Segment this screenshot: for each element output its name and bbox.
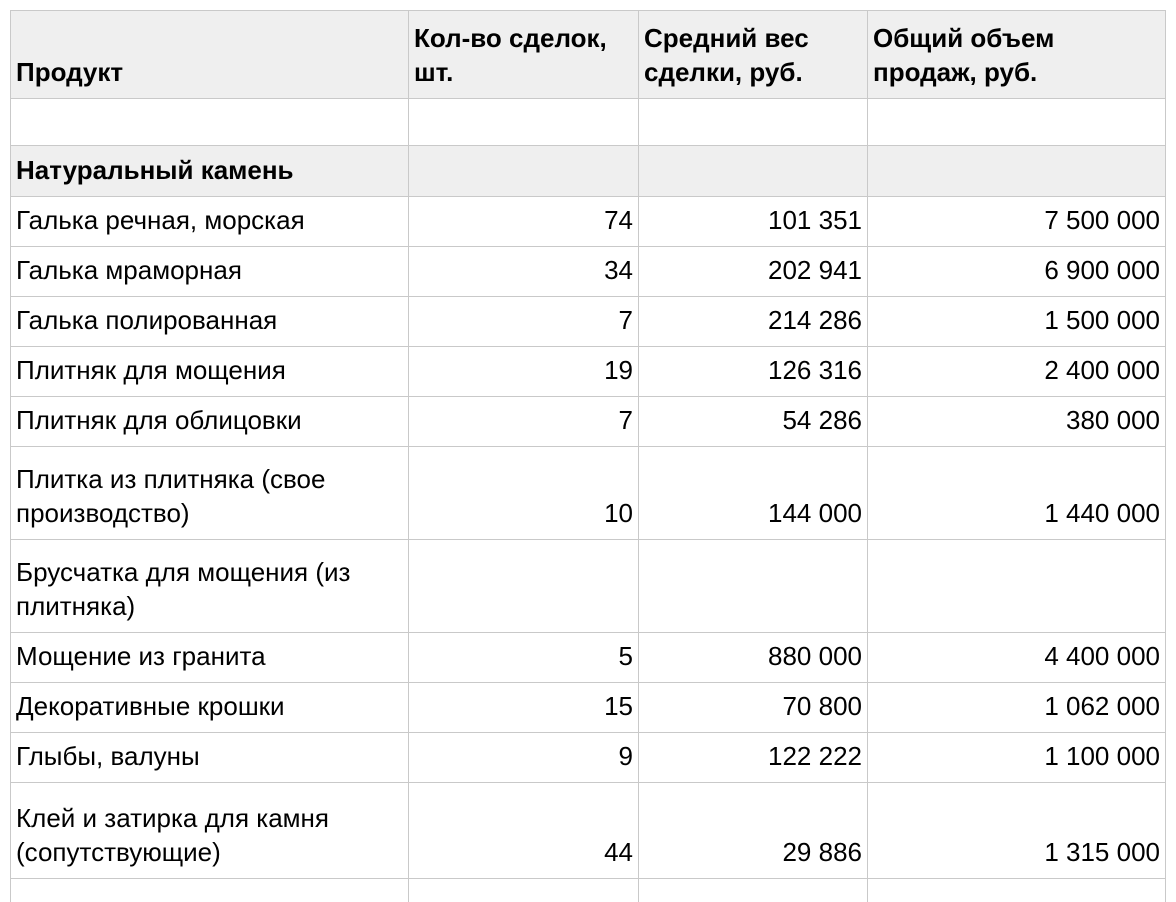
cell-deals[interactable]: 44: [408, 782, 639, 879]
cell-avg[interactable]: 54 286: [638, 396, 868, 447]
table-row: Брусчатка для мощения (из плитняка): [10, 539, 1166, 633]
table-row: Галька речная, морская 74 101 351 7 500 000: [10, 196, 1166, 247]
cell-avg[interactable]: 880 000: [638, 632, 868, 683]
column-header-avg-deal[interactable]: Средний вес сделки, руб.: [638, 10, 868, 99]
table-row: Глыбы, валуны 9 122 222 1 100 000: [10, 732, 1166, 783]
cell-product[interactable]: Брусчатка для мощения (из плитняка): [10, 539, 409, 633]
cell-avg[interactable]: 101 351: [638, 196, 868, 247]
cell-avg[interactable]: 126 316: [638, 346, 868, 397]
cell-total[interactable]: 1 440 000: [867, 446, 1166, 540]
cell-product[interactable]: [10, 98, 409, 146]
table-row: Декоративные крошки 15 70 800 1 062 000: [10, 682, 1166, 733]
table-row: Плитняк для мощения 19 126 316 2 400 000: [10, 346, 1166, 397]
column-header-total-sales[interactable]: Общий объем продаж, руб.: [867, 10, 1166, 99]
cell-total[interactable]: 1 062 000: [867, 682, 1166, 733]
cell-total[interactable]: 1 100 000: [867, 732, 1166, 783]
cell-deals[interactable]: 15: [408, 682, 639, 733]
cell-deals[interactable]: [408, 98, 639, 146]
cell-product[interactable]: Плитка из плитняка (свое производство): [10, 446, 409, 540]
cell-avg[interactable]: [638, 878, 868, 902]
cell-total[interactable]: [867, 878, 1166, 902]
cell-product[interactable]: Декоративные крошки: [10, 682, 409, 733]
cell-avg[interactable]: 214 286: [638, 296, 868, 347]
cell-total[interactable]: [867, 145, 1166, 197]
cell-product[interactable]: Натуральный камень: [10, 145, 409, 197]
cell-deals[interactable]: 9: [408, 732, 639, 783]
table-row: [10, 98, 1166, 146]
cell-deals[interactable]: 19: [408, 346, 639, 397]
cell-total[interactable]: 6 900 000: [867, 246, 1166, 297]
cell-product[interactable]: Галька мраморная: [10, 246, 409, 297]
cell-total[interactable]: 1 315 000: [867, 782, 1166, 879]
table-row: Клей и затирка для камня (сопутствующие)…: [10, 782, 1166, 879]
section-row: Натуральный камень: [10, 145, 1166, 197]
cell-total[interactable]: 2 400 000: [867, 346, 1166, 397]
cell-avg[interactable]: 70 800: [638, 682, 868, 733]
cell-deals[interactable]: [408, 145, 639, 197]
cell-avg[interactable]: [638, 145, 868, 197]
cell-product[interactable]: Мощение из гранита: [10, 632, 409, 683]
cell-deals[interactable]: 10: [408, 446, 639, 540]
table-header-row: Продукт Кол-во сделок, шт. Средний вес с…: [10, 10, 1166, 99]
cell-avg[interactable]: 29 886: [638, 782, 868, 879]
table-row: Галька полированная 7 214 286 1 500 000: [10, 296, 1166, 347]
table-row: Плитка из плитняка (свое производство) 10…: [10, 446, 1166, 540]
cell-product[interactable]: Галька полированная: [10, 296, 409, 347]
column-header-deals[interactable]: Кол-во сделок, шт.: [408, 10, 639, 99]
cell-product[interactable]: Плитняк для мощения: [10, 346, 409, 397]
cell-product[interactable]: Глыбы, валуны: [10, 732, 409, 783]
cell-product[interactable]: Галька речная, морская: [10, 196, 409, 247]
cell-avg[interactable]: 122 222: [638, 732, 868, 783]
cell-avg[interactable]: [638, 539, 868, 633]
cell-deals[interactable]: 7: [408, 296, 639, 347]
cell-product[interactable]: Клей и затирка для камня (сопутствующие): [10, 782, 409, 879]
sales-table: Продукт Кол-во сделок, шт. Средний вес с…: [10, 10, 1166, 902]
cell-avg[interactable]: [638, 98, 868, 146]
cell-avg[interactable]: 144 000: [638, 446, 868, 540]
cell-deals[interactable]: 74: [408, 196, 639, 247]
table-row: Мощение из гранита 5 880 000 4 400 000: [10, 632, 1166, 683]
cell-product[interactable]: Плитняк для облицовки: [10, 396, 409, 447]
table-row: Галька мраморная 34 202 941 6 900 000: [10, 246, 1166, 297]
cell-deals[interactable]: [408, 539, 639, 633]
cell-total[interactable]: [867, 539, 1166, 633]
cell-deals[interactable]: 7: [408, 396, 639, 447]
cell-deals[interactable]: [408, 878, 639, 902]
table-row: Плитняк для облицовки 7 54 286 380 000: [10, 396, 1166, 447]
table-row: [10, 878, 1166, 902]
column-header-product[interactable]: Продукт: [10, 10, 409, 99]
cell-deals[interactable]: 5: [408, 632, 639, 683]
cell-total[interactable]: [867, 98, 1166, 146]
cell-total[interactable]: 4 400 000: [867, 632, 1166, 683]
cell-deals[interactable]: 34: [408, 246, 639, 297]
cell-total[interactable]: 1 500 000: [867, 296, 1166, 347]
cell-total[interactable]: 7 500 000: [867, 196, 1166, 247]
cell-avg[interactable]: 202 941: [638, 246, 868, 297]
cell-total[interactable]: 380 000: [867, 396, 1166, 447]
cell-product[interactable]: [10, 878, 409, 902]
